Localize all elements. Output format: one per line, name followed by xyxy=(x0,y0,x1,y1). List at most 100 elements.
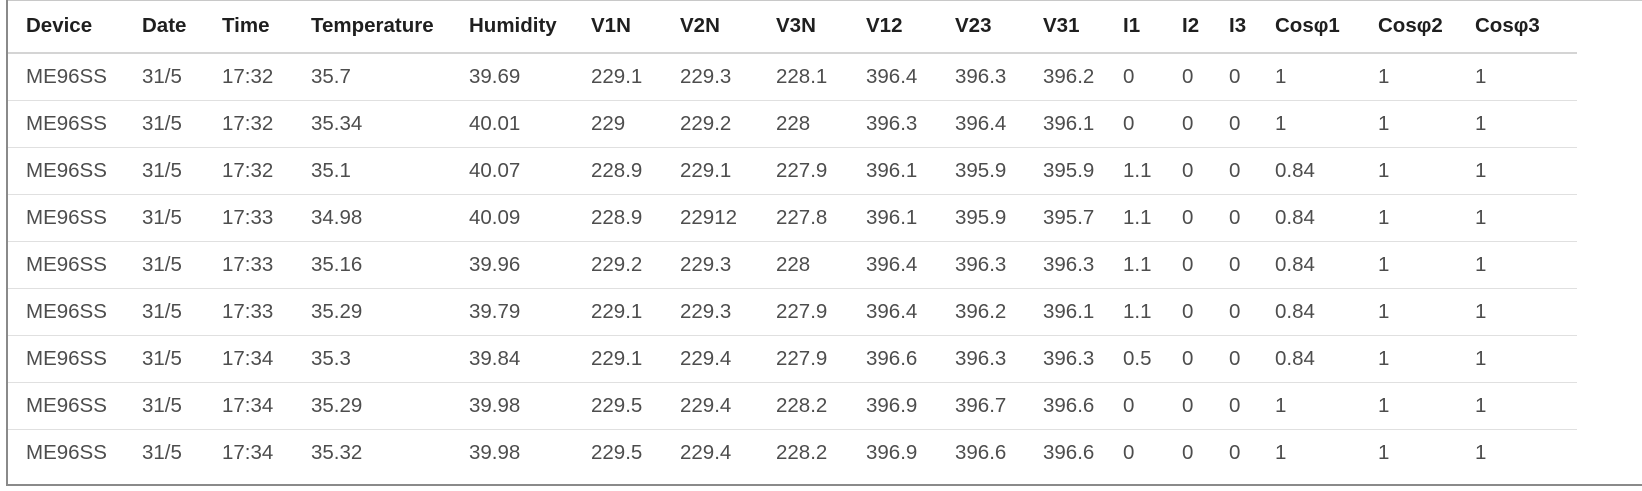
cell-v3n: 228.1 xyxy=(758,53,848,101)
cell-v23: 395.9 xyxy=(937,194,1025,242)
cell-cosphi1: 1 xyxy=(1275,441,1287,464)
cell-v31: 395.7 xyxy=(1025,194,1105,242)
column-header-humidity[interactable]: Humidity xyxy=(451,0,573,54)
table-row[interactable]: ME96SS 31/5 17:33 35.29 39.79 229.1 229.3 227.9… xyxy=(8,288,1577,336)
cell-date: 31/5 xyxy=(142,441,182,464)
cell-v1n: 229.1 xyxy=(573,288,662,336)
cell-i2: 0 xyxy=(1164,53,1211,101)
cell-humidity: 40.07 xyxy=(451,147,573,195)
table-row[interactable]: ME96SS 31/5 17:32 35.34 40.01 229 229.2 228 396.… xyxy=(8,100,1577,148)
cell-v12: 396.9 xyxy=(866,441,918,464)
table-row[interactable]: ME96SS 31/5 17:33 34.98 40.09 228.9 22912 227.8… xyxy=(8,194,1577,242)
cell-temperature: 35.1 xyxy=(293,147,451,195)
cell-v3n: 228.2 xyxy=(776,441,828,464)
column-header-v23[interactable]: V23 xyxy=(937,0,1025,54)
cell-v12: 396.6 xyxy=(848,335,937,383)
cell-v2n: 229.4 xyxy=(680,441,732,464)
cell-cosphi3: 1 xyxy=(1457,241,1577,289)
table-row[interactable]: ME96SS 31/5 17:32 35.1 40.07 228.9 229.1 227.9 3… xyxy=(8,147,1577,195)
table-row[interactable]: ME96SS 31/5 17:34 35.3 39.84 229.1 229.4 227.9 3… xyxy=(8,335,1577,383)
column-header-cosphi3[interactable]: Cosφ3 xyxy=(1457,0,1577,54)
table-row[interactable]: ME96SS 31/5 17:34 35.29 39.98 229.5 229.4 228.2… xyxy=(8,382,1577,430)
cell-cosphi3: 1 xyxy=(1457,100,1577,148)
column-header-device[interactable]: Device xyxy=(8,0,124,54)
cell-v31: 396.3 xyxy=(1025,335,1105,383)
cell-v23: 396.7 xyxy=(937,382,1025,430)
cell-cosphi3: 1 xyxy=(1457,382,1577,430)
table-row[interactable]: ME96SS 31/5 17:34 35.32 39.98 229.5 229.4 228.2… xyxy=(8,430,1577,477)
cell-date: 31/5 xyxy=(124,100,204,148)
cell-humidity: 39.98 xyxy=(469,441,521,464)
cell-temperature: 35.29 xyxy=(293,382,451,430)
column-header-v1n[interactable]: V1N xyxy=(573,0,662,54)
cell-i1: 0 xyxy=(1123,441,1135,464)
cell-i3: 0 xyxy=(1229,441,1241,464)
column-header-i1[interactable]: I1 xyxy=(1105,0,1164,54)
cell-cosphi2: 1 xyxy=(1360,100,1457,148)
column-header-v12[interactable]: V12 xyxy=(848,0,937,54)
cell-cosphi1: 0.84 xyxy=(1257,147,1360,195)
cell-temperature: 35.7 xyxy=(293,53,451,101)
cell-v3n: 227.9 xyxy=(758,147,848,195)
cell-humidity: 39.98 xyxy=(451,382,573,430)
cell-v23: 396.2 xyxy=(937,288,1025,336)
cell-v2n: 229.2 xyxy=(662,100,758,148)
column-header-v2n[interactable]: V2N xyxy=(662,0,758,54)
cell-i2: 0 xyxy=(1164,194,1211,242)
cell-v2n: 229.3 xyxy=(662,53,758,101)
cell-date: 31/5 xyxy=(124,53,204,101)
cell-humidity: 39.84 xyxy=(451,335,573,383)
column-header-v31[interactable]: V31 xyxy=(1025,0,1105,54)
column-header-time[interactable]: Time xyxy=(204,0,293,54)
cell-v12: 396.9 xyxy=(848,382,937,430)
column-header-i2[interactable]: I2 xyxy=(1164,0,1211,54)
column-header-cosphi1[interactable]: Cosφ1 xyxy=(1257,0,1360,54)
cell-device: ME96SS xyxy=(8,194,124,242)
cell-v1n: 229.5 xyxy=(573,382,662,430)
column-header-cosphi2[interactable]: Cosφ2 xyxy=(1360,0,1457,54)
table-row[interactable]: ME96SS 31/5 17:33 35.16 39.96 229.2 229.3 228 39… xyxy=(8,241,1577,289)
cell-i2: 0 xyxy=(1164,382,1211,430)
cell-v12: 396.1 xyxy=(848,147,937,195)
cell-v3n: 227.9 xyxy=(758,288,848,336)
cell-cosphi1: 0.84 xyxy=(1257,335,1360,383)
column-header-temperature[interactable]: Temperature xyxy=(293,0,451,54)
cell-i3: 0 xyxy=(1211,241,1257,289)
cell-device: ME96SS xyxy=(26,441,107,464)
column-header-v3n[interactable]: V3N xyxy=(758,0,848,54)
cell-i1: 1.1 xyxy=(1105,194,1164,242)
cell-humidity: 39.96 xyxy=(451,241,573,289)
cell-cosphi3: 1 xyxy=(1457,53,1577,101)
cell-i1: 1.1 xyxy=(1105,288,1164,336)
cell-v23: 396.3 xyxy=(937,241,1025,289)
cell-i1: 0 xyxy=(1105,53,1164,101)
cell-temperature: 35.3 xyxy=(293,335,451,383)
cell-device: ME96SS xyxy=(8,288,124,336)
cell-device: ME96SS xyxy=(8,241,124,289)
cell-time: 17:32 xyxy=(204,147,293,195)
cell-date: 31/5 xyxy=(124,241,204,289)
cell-cosphi1: 0.84 xyxy=(1257,194,1360,242)
column-header-i3[interactable]: I3 xyxy=(1211,0,1257,54)
cell-v2n: 229.4 xyxy=(662,335,758,383)
cell-v2n: 229.3 xyxy=(662,288,758,336)
cell-v31: 396.6 xyxy=(1025,382,1105,430)
cell-device: ME96SS xyxy=(8,382,124,430)
cell-i2: 0 xyxy=(1182,441,1194,464)
column-header-date[interactable]: Date xyxy=(124,0,204,54)
cell-v2n: 229.4 xyxy=(662,382,758,430)
cell-v1n: 229 xyxy=(573,100,662,148)
cell-device: ME96SS xyxy=(8,53,124,101)
cell-i1: 0.5 xyxy=(1105,335,1164,383)
cell-date: 31/5 xyxy=(124,147,204,195)
cell-v23: 396.3 xyxy=(937,53,1025,101)
cell-i3: 0 xyxy=(1211,288,1257,336)
cell-cosphi1: 1 xyxy=(1257,53,1360,101)
cell-i1: 1.1 xyxy=(1105,241,1164,289)
cell-cosphi1: 1 xyxy=(1257,382,1360,430)
cell-v3n: 228.2 xyxy=(758,382,848,430)
table-row[interactable]: ME96SS 31/5 17:32 35.7 39.69 229.1 229.3 228.1 3… xyxy=(8,53,1577,101)
cell-i3: 0 xyxy=(1211,382,1257,430)
cell-cosphi2: 1 xyxy=(1360,241,1457,289)
cell-cosphi3: 1 xyxy=(1457,147,1577,195)
